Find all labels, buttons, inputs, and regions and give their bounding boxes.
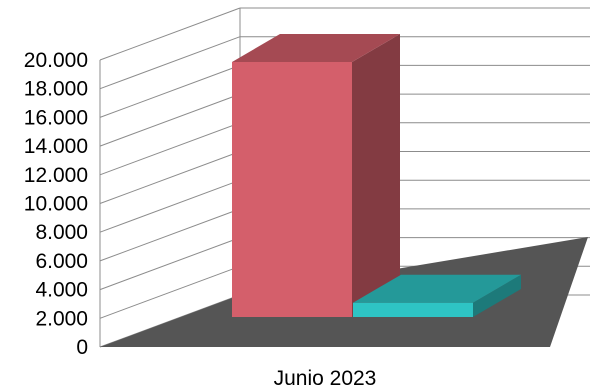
x-axis-category-labels: Junio 2023 (274, 367, 377, 390)
bar-series-1 (232, 34, 400, 317)
y-tick-label: 12.000 (24, 164, 88, 187)
side-gridline (99, 237, 241, 291)
side-gridline (99, 36, 241, 90)
y-tick-label: 8.000 (35, 221, 88, 244)
side-gridline (99, 265, 241, 319)
bar-side (352, 34, 400, 317)
y-tick-label: 18.000 (24, 78, 88, 101)
side-gridline (99, 122, 241, 176)
y-tick-label: 20.000 (24, 49, 88, 72)
y-axis-tick-labels: 0 2.000 4.000 6.000 8.000 10.000 12.000 14.000 1… (24, 49, 88, 359)
side-gridline (99, 64, 241, 118)
bar-top (232, 34, 400, 62)
bar-front (353, 302, 473, 317)
side-gridline (99, 179, 241, 233)
bar-side (473, 274, 521, 317)
side-gridline (99, 151, 241, 204)
bar-series-2 (353, 274, 521, 317)
side-gridline (99, 93, 241, 147)
x-category-label: Junio 2023 (274, 367, 377, 390)
side-gridline (99, 7, 241, 61)
side-gridline (99, 208, 241, 262)
y-tick-label: 6.000 (35, 250, 88, 273)
y-tick-label: 2.000 (35, 307, 88, 330)
y-tick-label: 14.000 (24, 135, 88, 158)
y-tick-label: 16.000 (24, 106, 88, 129)
bar-top (353, 274, 521, 303)
y-tick-label: 10.000 (24, 193, 88, 216)
bars (232, 34, 521, 317)
y-tick-label: 4.000 (35, 279, 88, 302)
bar-front (232, 62, 352, 317)
y-tick-label: 0 (76, 336, 88, 359)
